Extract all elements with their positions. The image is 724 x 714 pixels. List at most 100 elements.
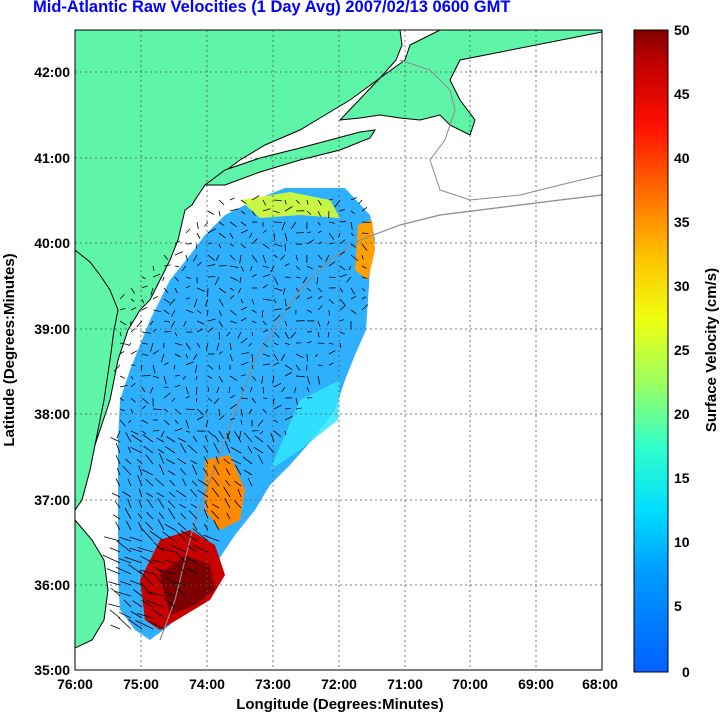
velocity-vector [128, 618, 143, 630]
x-tick-label: 71:00 [387, 676, 423, 692]
velocity-vector [148, 621, 165, 630]
velocity-vector [328, 221, 335, 224]
velocity-vector [243, 432, 253, 443]
velocity-vector [130, 298, 135, 302]
velocity-vector [249, 232, 253, 238]
velocity-vector [339, 342, 342, 348]
velocity-vector [317, 199, 322, 206]
velocity-vector [239, 430, 242, 439]
velocity-vector [157, 497, 165, 509]
velocity-vector [247, 478, 253, 487]
velocity-vector [192, 435, 198, 443]
velocity-vector [273, 243, 283, 247]
velocity-vector [152, 273, 161, 278]
velocity-vector [122, 465, 132, 476]
velocity-vector [284, 408, 291, 410]
velocity-vector [186, 557, 198, 564]
velocity-vector [229, 208, 239, 212]
velocity-vector [202, 467, 209, 476]
velocity-vector [207, 228, 216, 234]
velocity-vector [226, 433, 231, 443]
velocity-vector [225, 479, 231, 487]
velocity-vector [141, 375, 151, 377]
velocity-vector [211, 487, 220, 498]
velocity-vector [361, 206, 368, 212]
velocity-vector [191, 464, 198, 476]
velocity-vector [140, 555, 154, 564]
velocity-vector [129, 580, 143, 586]
velocity-vector [207, 397, 213, 402]
velocity-vector [270, 265, 275, 273]
velocity-vector [110, 437, 121, 443]
velocity-vector [358, 199, 363, 205]
velocity-vector [273, 397, 275, 405]
velocity-vector [284, 206, 293, 212]
velocity-vector [317, 364, 323, 366]
velocity-vector [273, 419, 278, 423]
velocity-vector [163, 375, 167, 385]
velocity-vector [205, 408, 209, 414]
velocity-vector [174, 265, 180, 268]
velocity-vector [171, 309, 176, 317]
velocity-vector [175, 489, 187, 498]
velocity-vector [115, 443, 121, 454]
velocity-vector [177, 437, 187, 443]
velocity-vector [196, 342, 201, 348]
velocity-vector [229, 243, 235, 247]
velocity-vector [361, 232, 369, 234]
velocity-vector [207, 386, 210, 392]
velocity-vector [361, 304, 369, 311]
velocity-vector [155, 566, 165, 575]
velocity-vector [350, 232, 355, 237]
plot-frame [74, 29, 603, 671]
velocity-vector [185, 361, 194, 366]
velocity-vector [129, 547, 143, 553]
velocity-vector [125, 520, 132, 531]
velocity-vector [152, 349, 160, 355]
velocity-vector [166, 458, 176, 465]
velocity-vector [119, 320, 127, 326]
velocity-vector [156, 492, 165, 498]
velocity-vector [141, 430, 147, 435]
velocity-vector [230, 447, 242, 454]
velocity-vector [163, 591, 176, 597]
velocity-vector [137, 512, 143, 520]
velocity-vector [229, 342, 232, 350]
velocity-vector [273, 342, 279, 346]
velocity-vector [119, 419, 126, 427]
velocity-vector [251, 298, 255, 305]
velocity-vector [124, 507, 132, 520]
velocity-vector [164, 559, 176, 564]
velocity-vector [262, 298, 272, 301]
velocity-vector [192, 528, 209, 542]
y-tick-label: 40:00 [34, 235, 70, 251]
velocity-vector [112, 514, 121, 520]
colorbar-tick: 30 [674, 278, 690, 294]
x-tick-label: 72:00 [321, 676, 357, 692]
velocity-vector [213, 397, 220, 405]
velocity-vector [174, 331, 178, 337]
velocity-vector [316, 276, 319, 285]
velocity-vector [317, 230, 322, 234]
velocity-vector [145, 492, 154, 498]
velocity-vector [150, 287, 154, 296]
velocity-vector [139, 570, 154, 586]
velocity-vector [130, 611, 143, 619]
velocity-vector [346, 276, 352, 283]
velocity-vector [218, 221, 225, 227]
velocity-vector [149, 530, 165, 542]
velocity-vector [213, 465, 220, 476]
velocity-vector [214, 434, 220, 443]
velocity-vector [142, 434, 154, 443]
velocity-vector [361, 276, 368, 279]
velocity-vector [229, 265, 239, 268]
velocity-vector [306, 386, 310, 393]
y-axis-label: Latitude (Degrees:Minutes) [1, 253, 18, 446]
velocity-vector [145, 454, 154, 465]
velocity-vector [111, 492, 121, 498]
velocity-vector [213, 519, 220, 531]
velocity-vector [185, 228, 191, 234]
velocity-vector [257, 454, 264, 465]
velocity-vector [273, 308, 282, 311]
velocity-vector [361, 296, 367, 300]
